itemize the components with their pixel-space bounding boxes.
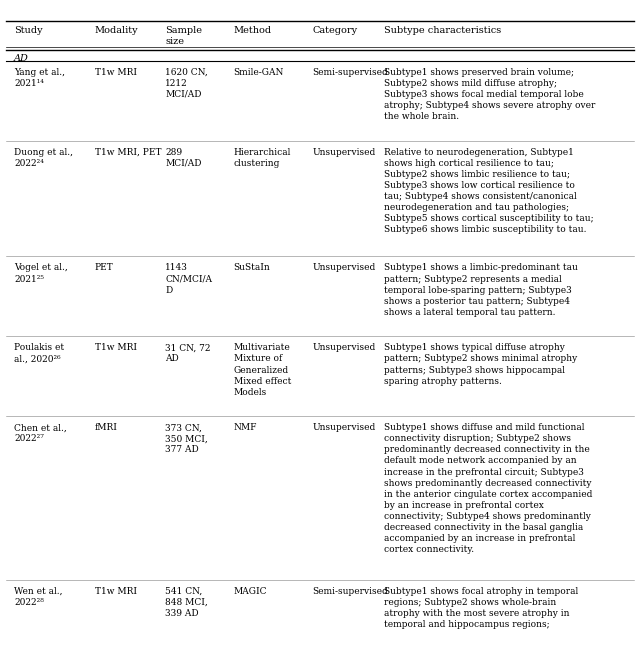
Text: PET: PET [95, 263, 113, 272]
Text: 541 CN,
848 MCI,
339 AD: 541 CN, 848 MCI, 339 AD [165, 587, 208, 618]
Text: Chen et al.,
2022²⁷: Chen et al., 2022²⁷ [14, 423, 67, 443]
Text: Smile-GAN: Smile-GAN [234, 68, 284, 77]
Text: Subtype1 shows a limbic-predominant tau
pattern; Subtype2 represents a medial
te: Subtype1 shows a limbic-predominant tau … [384, 263, 578, 316]
Text: Semi-supervised: Semi-supervised [312, 68, 388, 77]
Text: T1w MRI: T1w MRI [95, 343, 137, 352]
Text: Unsupervised: Unsupervised [312, 423, 376, 432]
Text: Unsupervised: Unsupervised [312, 263, 376, 272]
Text: fMRI: fMRI [95, 423, 118, 432]
Text: Subtype characteristics: Subtype characteristics [384, 26, 501, 36]
Text: 1620 CN,
1212
MCI/AD: 1620 CN, 1212 MCI/AD [165, 68, 208, 99]
Text: 31 CN, 72
AD: 31 CN, 72 AD [165, 343, 211, 363]
Text: Subtype1 shows preserved brain volume;
Subtype2 shows mild diffuse atrophy;
Subt: Subtype1 shows preserved brain volume; S… [384, 68, 595, 121]
Text: Subtype1 shows focal atrophy in temporal
regions; Subtype2 shows whole-brain
atr: Subtype1 shows focal atrophy in temporal… [384, 587, 579, 629]
Text: T1w MRI, PET: T1w MRI, PET [95, 147, 161, 157]
Text: Duong et al.,
2022²⁴: Duong et al., 2022²⁴ [14, 147, 73, 168]
Text: Unsupervised: Unsupervised [312, 343, 376, 352]
Text: Poulakis et
al., 2020²⁶: Poulakis et al., 2020²⁶ [14, 343, 64, 363]
Text: Sample
size: Sample size [165, 26, 202, 47]
Text: Relative to neurodegeneration, Subtype1
shows high cortical resilience to tau;
S: Relative to neurodegeneration, Subtype1 … [384, 147, 594, 234]
Text: AD: AD [14, 54, 29, 63]
Text: Wen et al.,
2022²⁸: Wen et al., 2022²⁸ [14, 587, 63, 607]
Text: Modality: Modality [95, 26, 138, 36]
Text: T1w MRI: T1w MRI [95, 68, 137, 77]
Text: Yang et al.,
2021¹⁴: Yang et al., 2021¹⁴ [14, 68, 65, 88]
Text: Method: Method [234, 26, 272, 36]
Text: Category: Category [312, 26, 358, 36]
Text: T1w MRI: T1w MRI [95, 587, 137, 595]
Text: NMF: NMF [234, 423, 257, 432]
Text: Subtype1 shows typical diffuse atrophy
pattern; Subtype2 shows minimal atrophy
p: Subtype1 shows typical diffuse atrophy p… [384, 343, 577, 386]
Text: 289
MCI/AD: 289 MCI/AD [165, 147, 202, 168]
Text: Multivariate
Mixture of
Generalized
Mixed effect
Models: Multivariate Mixture of Generalized Mixe… [234, 343, 291, 397]
Text: Study: Study [14, 26, 43, 36]
Text: Hierarchical
clustering: Hierarchical clustering [234, 147, 291, 168]
Text: Unsupervised: Unsupervised [312, 147, 376, 157]
Text: Semi-supervised: Semi-supervised [312, 587, 388, 595]
Text: SuStaIn: SuStaIn [234, 263, 270, 272]
Text: 1143
CN/MCI/A
D: 1143 CN/MCI/A D [165, 263, 212, 295]
Text: Subtype1 shows diffuse and mild functional
connectivity disruption; Subtype2 sho: Subtype1 shows diffuse and mild function… [384, 423, 593, 554]
Text: Vogel et al.,
2021²⁵: Vogel et al., 2021²⁵ [14, 263, 68, 284]
Text: MAGIC: MAGIC [234, 587, 267, 595]
Text: 373 CN,
350 MCI,
377 AD: 373 CN, 350 MCI, 377 AD [165, 423, 208, 455]
